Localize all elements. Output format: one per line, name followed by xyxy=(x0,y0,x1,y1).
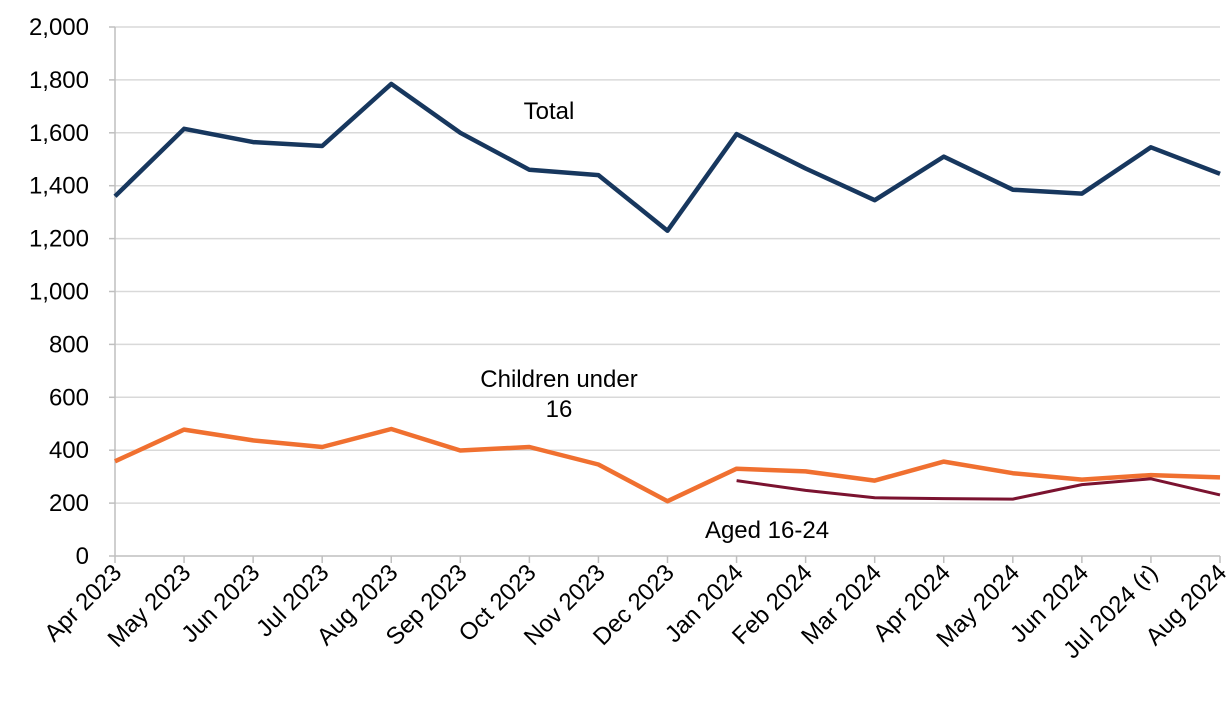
series-line-total xyxy=(113,81,1221,233)
series-label-aged-16-24: Aged 16-24 xyxy=(705,517,829,544)
y-tick-labels: 0 200 400 600 800 1,000 1,200 1,400 1,600 1,800 2,… xyxy=(29,14,89,570)
y-tick-label: 0 xyxy=(76,543,89,570)
series-label-children-under-16: Children under 16 xyxy=(480,366,637,423)
y-tick-label: 1,200 xyxy=(29,226,89,253)
y-tick-label: 1,000 xyxy=(29,279,89,306)
y-tick-label: 800 xyxy=(49,331,89,358)
series-lines xyxy=(113,81,1221,504)
series-labels: Total Children under 16 Aged 16-24 xyxy=(480,98,829,544)
series-label-total: Total xyxy=(524,98,575,125)
axes xyxy=(109,26,1221,563)
y-tick-label: 1,600 xyxy=(29,120,89,147)
y-tick-label: 1,800 xyxy=(29,67,89,94)
y-tick-label: 600 xyxy=(49,384,89,411)
series-line-aged-16-24 xyxy=(736,477,1221,501)
series-line-children-under-16 xyxy=(114,426,1221,504)
grid-lines xyxy=(115,26,1220,504)
y-tick-label: 200 xyxy=(49,490,89,517)
y-tick-label: 400 xyxy=(49,437,89,464)
y-tick-label: 2,000 xyxy=(29,14,89,41)
y-tick-label: 1,400 xyxy=(29,173,89,200)
